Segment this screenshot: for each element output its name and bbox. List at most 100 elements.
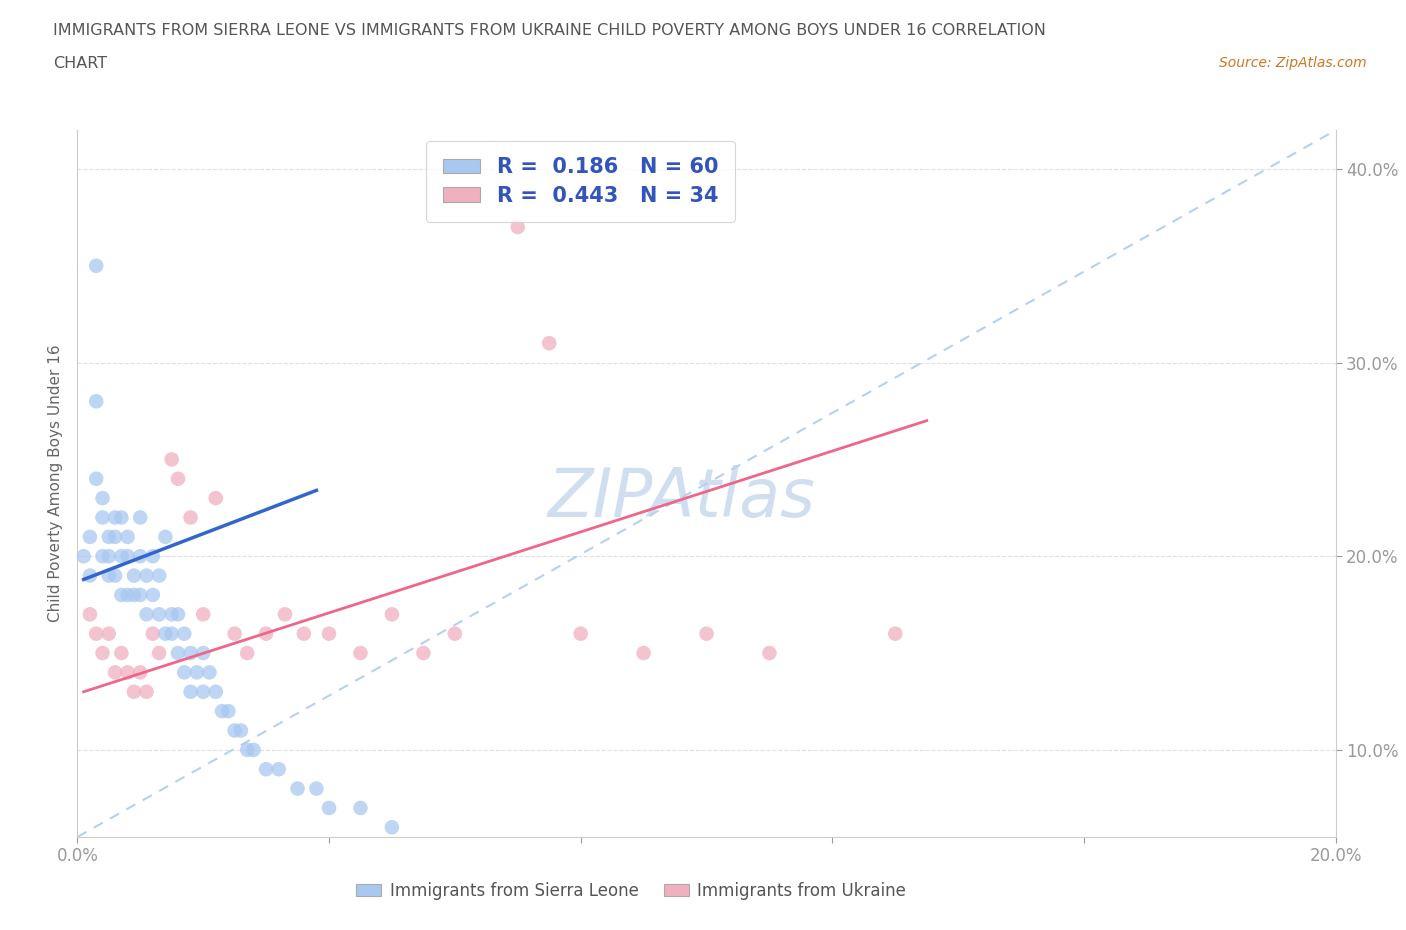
Point [135, 568, 157, 583]
Point [267, 762, 290, 777]
Point [110, 588, 132, 603]
Point [142, 626, 165, 641]
Point [186, 665, 208, 680]
Point [180, 510, 202, 525]
Text: CHART: CHART [53, 56, 107, 71]
Point [191, 645, 215, 660]
Point [84, 259, 107, 273]
Point [84, 472, 107, 486]
Point [122, 588, 145, 603]
Y-axis label: Child Poverty Among Boys Under 16: Child Poverty Among Boys Under 16 [48, 345, 63, 622]
Point [148, 645, 170, 660]
Point [84, 394, 107, 409]
Point [135, 684, 157, 699]
Point [122, 568, 145, 583]
Point [155, 529, 177, 544]
Text: Source: ZipAtlas.com: Source: ZipAtlas.com [1219, 56, 1367, 70]
Point [758, 645, 780, 660]
Point [104, 568, 127, 583]
Point [91, 510, 114, 525]
Point [148, 607, 170, 622]
Point [224, 626, 246, 641]
Point [167, 645, 190, 660]
Point [381, 607, 404, 622]
Point [104, 665, 127, 680]
Point [104, 510, 127, 525]
Point [129, 588, 152, 603]
Point [229, 723, 252, 737]
Point [79, 568, 101, 583]
Point [79, 529, 101, 544]
Point [91, 645, 114, 660]
Point [117, 588, 139, 603]
Point [236, 645, 259, 660]
Point [254, 762, 277, 777]
Point [160, 452, 183, 467]
Point [129, 510, 152, 525]
Point [135, 607, 157, 622]
Point [349, 801, 371, 816]
Point [110, 510, 132, 525]
Point [569, 626, 592, 641]
Point [160, 607, 183, 622]
Point [318, 801, 340, 816]
Point [204, 491, 226, 506]
Point [217, 704, 239, 719]
Point [191, 607, 215, 622]
Point [274, 607, 297, 622]
Point [538, 336, 561, 351]
Point [292, 626, 315, 641]
Point [211, 704, 233, 719]
Point [204, 684, 226, 699]
Point [242, 742, 264, 757]
Point [167, 607, 190, 622]
Point [254, 626, 277, 641]
Point [180, 645, 202, 660]
Legend: Immigrants from Sierra Leone, Immigrants from Ukraine: Immigrants from Sierra Leone, Immigrants… [350, 875, 912, 907]
Point [696, 626, 718, 641]
Point [173, 665, 195, 680]
Point [633, 645, 655, 660]
Point [110, 549, 132, 564]
Point [160, 626, 183, 641]
Point [104, 529, 127, 544]
Point [167, 472, 190, 486]
Point [224, 723, 246, 737]
Point [444, 626, 467, 641]
Point [180, 684, 202, 699]
Point [318, 626, 340, 641]
Point [110, 645, 132, 660]
Point [72, 549, 94, 564]
Point [173, 626, 195, 641]
Text: ZIPAtlas: ZIPAtlas [547, 465, 815, 531]
Point [97, 626, 120, 641]
Text: IMMIGRANTS FROM SIERRA LEONE VS IMMIGRANTS FROM UKRAINE CHILD POVERTY AMONG BOYS: IMMIGRANTS FROM SIERRA LEONE VS IMMIGRAN… [53, 23, 1046, 38]
Point [122, 684, 145, 699]
Point [142, 588, 165, 603]
Point [884, 626, 907, 641]
Point [236, 742, 259, 757]
Point [91, 491, 114, 506]
Point [287, 781, 309, 796]
Point [91, 549, 114, 564]
Point [97, 549, 120, 564]
Point [506, 219, 529, 234]
Point [198, 665, 221, 680]
Point [79, 607, 101, 622]
Point [117, 549, 139, 564]
Point [117, 529, 139, 544]
Point [84, 626, 107, 641]
Point [305, 781, 328, 796]
Point [155, 626, 177, 641]
Point [129, 665, 152, 680]
Point [191, 684, 215, 699]
Point [129, 549, 152, 564]
Point [349, 645, 371, 660]
Point [381, 820, 404, 835]
Point [142, 549, 165, 564]
Point [97, 529, 120, 544]
Point [412, 645, 434, 660]
Point [117, 665, 139, 680]
Point [97, 568, 120, 583]
Point [148, 568, 170, 583]
